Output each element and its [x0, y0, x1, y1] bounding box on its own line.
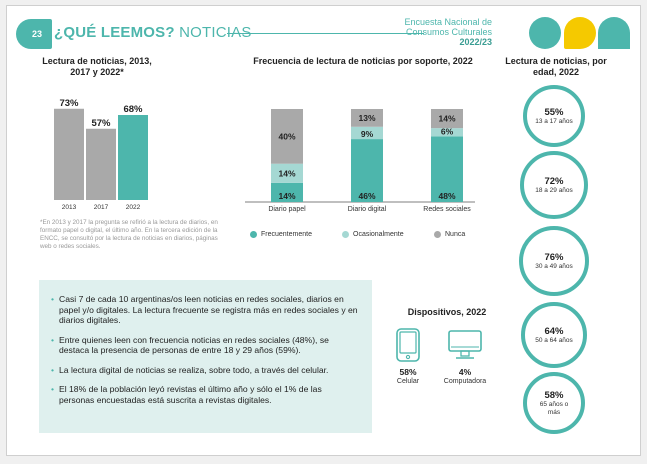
age-label: 13 a 17 años [535, 117, 573, 125]
category-label: Diario papel [268, 206, 306, 213]
legend-swatch [342, 231, 349, 238]
category-label: Diario digital [348, 206, 387, 213]
device-value-celular: 58% [399, 367, 417, 377]
bar-value-label: 57% [91, 118, 111, 129]
finding-4: El 18% de la población leyó revistas el … [51, 384, 358, 405]
legend-label: Frecuentemente [261, 231, 312, 238]
age-ring-50-64: 64% 50 a 64 años [521, 302, 587, 368]
survey-line-1: Encuesta Nacional de [404, 17, 492, 27]
segment-ocasionalmente [351, 126, 383, 140]
key-findings-box: Casi 7 de cada 10 argentinas/os leen not… [39, 280, 372, 433]
age-ring-13-17: 55% 13 a 17 años [523, 85, 585, 147]
finding-1: Casi 7 de cada 10 argentinas/os leen not… [51, 294, 358, 326]
age-value: 72% [544, 175, 564, 187]
bar-2017 [86, 128, 116, 200]
survey-line-2: Consumos Culturales [405, 27, 492, 37]
legend-swatch [434, 231, 441, 238]
computer-icon [448, 330, 482, 359]
segment-value-label: 6% [441, 126, 454, 136]
survey-name: Encuesta Nacional de Consumos Culturales… [404, 17, 492, 47]
page: 23 ¿QUÉ LEEMOS? NOTICIAS Encuesta Nacion… [6, 5, 641, 456]
category-label: 2017 [94, 204, 109, 211]
header-divider [227, 33, 424, 34]
bar-value-label: 68% [123, 104, 143, 115]
segment-ocasionalmente [271, 163, 303, 183]
age-label: 18 a 29 años [535, 186, 573, 194]
segment-value-label: 46% [358, 191, 375, 201]
title-bold: ¿QUÉ LEEMOS? [54, 24, 175, 41]
category-label: 2013 [62, 204, 77, 211]
age-value: 55% [544, 106, 564, 118]
age-value: 64% [544, 325, 564, 337]
bar-2013 [54, 108, 84, 200]
age-label: 65 años o más [539, 400, 569, 416]
age-label: 50 a 64 años [535, 336, 573, 344]
segment-frecuentemente [431, 136, 463, 202]
segment-nunca [271, 109, 303, 164]
survey-year: 2022/23 [459, 37, 492, 47]
legend-item-ocasionalmente: Ocasionalmente [342, 231, 404, 238]
age-ring-18-29: 72% 18 a 29 años [520, 151, 588, 219]
segment-nunca [351, 109, 383, 127]
segment-nunca [431, 109, 463, 129]
segment-value-label: 9% [361, 129, 374, 139]
age-label: 30 a 49 años [535, 262, 573, 270]
segment-ocasionalmente [431, 128, 463, 137]
bar-2022 [118, 115, 148, 200]
page-title: ¿QUÉ LEEMOS? NOTICIAS [54, 24, 252, 41]
device-label-celular: Celular [396, 378, 420, 385]
legend-label: Nunca [445, 231, 466, 238]
age-ring-65-plus: 58% 65 años o más [523, 372, 585, 434]
segment-value-label: 14% [278, 191, 295, 201]
finding-3: La lectura digital de noticias se realiz… [51, 365, 358, 376]
chart-1: 73% 2013 57% 2017 68% 2022 [54, 98, 148, 211]
logo-circle [529, 17, 561, 49]
logo-drop [564, 17, 596, 49]
legend-swatch [250, 231, 257, 238]
legend-item-frecuentemente: Frecuentemente [250, 231, 312, 238]
chart-1-title: Lectura de noticias, 2013, 2017 y 2022* [42, 56, 152, 77]
chart-2: 14% 14% 40% Diario papel 46% 9% 13% Diario digi… [245, 109, 475, 213]
finding-2: Entre quienes leen con frecuencia notici… [51, 335, 358, 356]
segment-frecuentemente [351, 139, 383, 202]
chart-3-title: Lectura de noticias, por edad, 2022 [505, 56, 607, 77]
devices-title: Dispositivos, 2022 [407, 307, 487, 317]
age-value: 58% [544, 389, 564, 401]
page-number-badge: 23 [16, 19, 52, 49]
age-ring-30-49: 76% 30 a 49 años [519, 226, 589, 296]
title-rest: NOTICIAS [179, 24, 252, 41]
legend-label: Ocasionalmente [353, 231, 404, 238]
legend-item-nunca: Nunca [434, 231, 465, 238]
category-label: Redes sociales [423, 206, 471, 213]
segment-value-label: 13% [358, 113, 375, 123]
phone-icon [396, 328, 420, 362]
age-value: 76% [544, 251, 564, 263]
logo-arch [598, 17, 630, 49]
bar-value-label: 73% [59, 98, 79, 109]
category-label: 2022 [126, 204, 141, 211]
segment-value-label: 14% [278, 168, 295, 178]
segment-frecuentemente [271, 182, 303, 202]
chart-1-note: *En 2013 y 2017 la pregunta se refirió a… [40, 219, 218, 250]
segment-value-label: 40% [278, 131, 295, 141]
segment-value-label: 14% [438, 114, 455, 124]
chart-2-title: Frecuencia de lectura de noticias por so… [253, 56, 473, 66]
device-label-computadora: Computadora [443, 378, 487, 385]
device-value-computadora: 4% [458, 367, 472, 377]
segment-value-label: 48% [438, 191, 455, 201]
